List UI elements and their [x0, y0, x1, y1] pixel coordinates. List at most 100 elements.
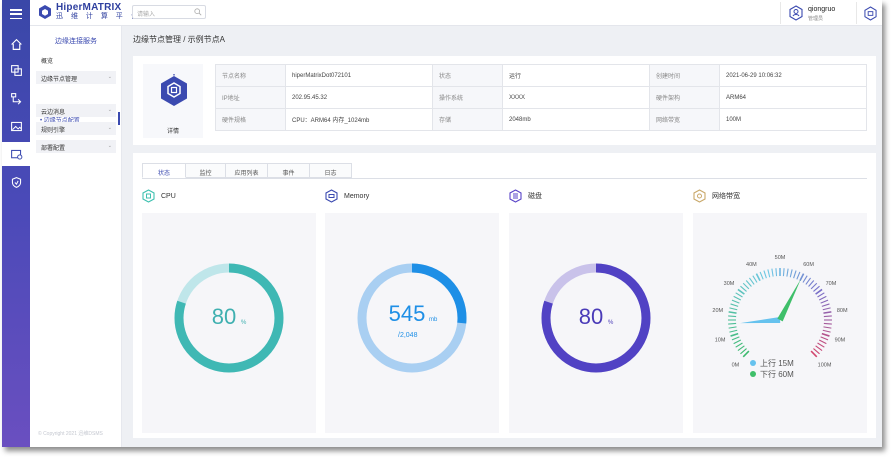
gauge-tick: [789, 269, 793, 278]
gauge-tick: [729, 329, 738, 333]
upload-needle: [740, 317, 781, 324]
settings-button[interactable]: [856, 2, 882, 24]
info-key: 硬件架构: [649, 86, 720, 109]
cpu-panel: 80 %: [142, 213, 316, 433]
sidebar-item-overview[interactable]: 概览: [41, 59, 54, 65]
tab-logs[interactable]: 日志: [310, 163, 352, 178]
memory-panel: 545 mb /2,048: [325, 213, 499, 433]
app-window: HiperMATRIX 迅 维 计 算 平 台 请输入 qiongruo 管理员…: [2, 0, 882, 447]
gauge-tick: [735, 292, 743, 298]
memory-unit: mb: [429, 317, 438, 323]
tab-status[interactable]: 状态: [142, 163, 186, 178]
nav-image-button[interactable]: [2, 114, 30, 138]
cpu-donut-chart: 80 %: [174, 263, 284, 373]
memory-icon: [325, 189, 338, 203]
sidebar-item-rules[interactable]: 规则引擎 ⌄: [36, 122, 116, 135]
gauge-tick: [737, 288, 745, 295]
gauge-tick: [733, 339, 742, 345]
gauge-scale-label: 70M: [826, 281, 837, 287]
sidebar-item-edge-nodes[interactable]: 边缘节点管理 ⌄: [36, 71, 116, 84]
gauge-tick: [735, 342, 743, 348]
secondary-sidebar: 边缘连接服务 概览 边缘节点管理 ⌄ • 边缘节点配置 云边消息 ⌄ 规则引擎 ⌄ 部…: [30, 26, 122, 447]
search-icon[interactable]: [194, 8, 202, 16]
gauge-tick: [821, 332, 830, 337]
search-input[interactable]: 请输入: [132, 5, 206, 19]
info-value: 运行: [502, 64, 650, 87]
info-value: 100M: [719, 108, 867, 131]
tab-bar: 状态 监控 应用列表 事件 日志: [142, 163, 352, 178]
menu-toggle-button[interactable]: [2, 2, 30, 26]
network-gauge: 0M 10M 20M 30M 40M 50M 60M 70M 80M 90M 100M 上行 15M…: [712, 255, 848, 379]
copyright-text: © Copyright 2021 迅维DSMS: [38, 431, 103, 437]
tab-events[interactable]: 事件: [268, 163, 310, 178]
gauge-tick: [817, 292, 825, 298]
gauge-tick: [729, 307, 738, 311]
gauge-scale-label: 0M: [732, 363, 740, 369]
sidebar-subitem-node-config[interactable]: • 边缘节点配置: [40, 118, 80, 124]
info-key: 硬件规格: [215, 108, 286, 131]
network-icon: [693, 189, 706, 203]
gauge-tick: [810, 282, 818, 290]
home-icon: [10, 38, 22, 50]
gauge-tick: [740, 348, 747, 355]
gauge-tick: [786, 268, 789, 277]
gauge-tick: [815, 345, 823, 352]
disk-donut-chart: 80 %: [541, 263, 651, 373]
chevron-down-icon: ⌄: [107, 107, 112, 113]
info-key: 存储: [432, 108, 503, 131]
gauge-tick: [767, 269, 771, 278]
info-key: IP地址: [215, 86, 286, 109]
info-key: 网络带宽: [649, 108, 720, 131]
tab-monitor[interactable]: 监控: [186, 163, 226, 178]
hex-settings-icon: [864, 5, 877, 21]
disk-icon: [509, 189, 522, 203]
user-role: 管理员: [808, 16, 824, 22]
user-menu[interactable]: qiongruo 管理员: [780, 2, 856, 24]
gauge-tick: [731, 336, 740, 341]
cpu-unit: %: [241, 320, 247, 326]
sidebar-item-deploy[interactable]: 部署配置 ⌄: [36, 140, 116, 153]
node-detail-box[interactable]: 详情: [143, 64, 203, 138]
breadcrumb: 边缘节点管理 / 示例节点A: [133, 35, 226, 44]
chevron-down-icon: ⌄: [107, 143, 112, 149]
image-icon: [10, 121, 22, 131]
gauge-tick: [823, 315, 832, 318]
gauge-tick: [796, 271, 801, 280]
nav-security-button[interactable]: [2, 170, 30, 194]
memory-total: /2,048: [398, 332, 418, 339]
gauge-scale-label: 60M: [803, 262, 814, 268]
gauge-tick: [759, 271, 764, 280]
gauge-tick: [728, 326, 737, 329]
icon-rail: [2, 0, 30, 447]
nav-edge-node-button[interactable]: [2, 142, 30, 166]
gauge-tick: [740, 285, 747, 292]
gauge-tick: [817, 342, 825, 348]
tab-apps[interactable]: 应用列表: [226, 163, 268, 178]
gauge-tick: [805, 277, 812, 285]
info-value: 2048mb: [502, 108, 650, 131]
gauge-tick: [742, 350, 750, 358]
search-placeholder: 请输入: [137, 12, 156, 18]
gauge-tick: [728, 315, 737, 318]
gauge-tick: [775, 268, 778, 277]
gauge-tick: [742, 282, 750, 290]
gauge-tick: [813, 285, 820, 292]
info-key: 状态: [432, 64, 503, 87]
node-info-card: 详情 节点名称 hiperMatrixDot072101 状态 运行 创建时间 …: [133, 56, 876, 145]
gauge-tick: [823, 322, 832, 325]
table-row: 节点名称 hiperMatrixDot072101 状态 运行 创建时间 202…: [215, 64, 867, 87]
gauge-tick: [728, 311, 737, 314]
brand-logo: HiperMATRIX 迅 维 计 算 平 台: [38, 3, 141, 21]
nav-flow-button[interactable]: [2, 86, 30, 110]
network-title: 网络带宽: [712, 193, 740, 200]
sidebar-item-messages[interactable]: 云边消息 ⌄: [36, 104, 116, 117]
memory-value: 545: [389, 301, 426, 326]
gauge-tick: [823, 326, 832, 329]
gauge-tick: [752, 275, 758, 283]
gauge-tick: [763, 270, 767, 279]
nav-copy-button[interactable]: [2, 58, 30, 82]
gauge-tick: [813, 348, 820, 355]
memory-panel-head: Memory: [325, 189, 369, 203]
nav-home-button[interactable]: [2, 32, 30, 56]
disk-value: 80: [579, 304, 603, 329]
